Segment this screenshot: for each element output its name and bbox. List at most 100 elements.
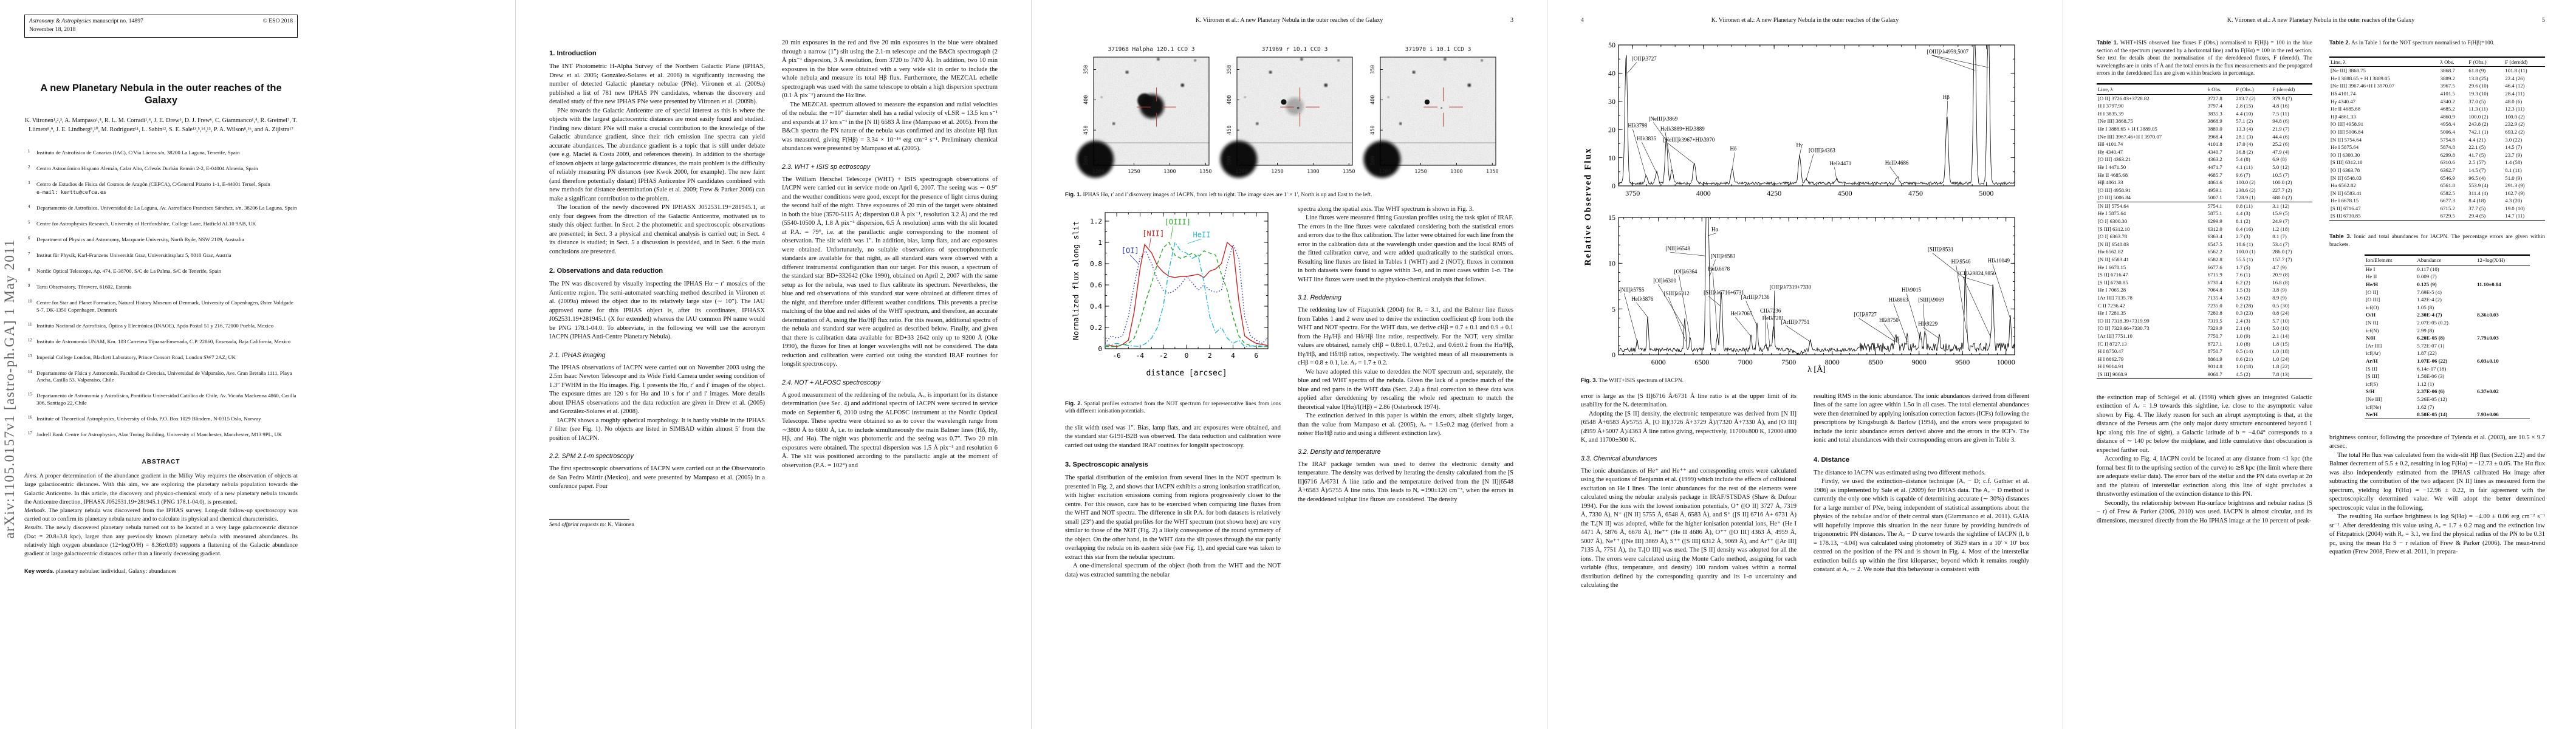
svg-text:HeII: HeII [1193,230,1210,239]
line-label: [NII]λ5755 [1619,287,1644,293]
copyright-note: © ESO 2018 [262,18,293,24]
affiliation-email: e-mail: kerttu@cefca.es [36,189,106,196]
affiliation-item: 15 Departamento de Astronomía y Astrofísi… [28,392,298,406]
text-block: The William Herschel Telescope (WHT) + I… [782,176,998,368]
svg-text:6000: 6000 [1651,358,1666,366]
line-label: [NII]λ6548 [1665,245,1690,252]
table-row: Hδ 4101.74 4101.8 17.0 (4) 25.2 (6) [2098,141,2290,148]
fig3-caption: Fig. 3. The WHT+ISIS spectrum of IACPN. [1581,377,1684,384]
svg-text:1300: 1300 [1450,169,1462,175]
affiliation-number: 4 [28,205,30,210]
table-header-cell: 12+log(X/H) [2476,254,2530,265]
table-row: He I 0.117 (10) [2366,265,2439,272]
table-row: [S II] 6716.47 6715.2 37.7 (5) 19.0 (10) [2331,205,2525,211]
affiliation-text: Institut für Physik, Karl-Franzens Unive… [36,252,231,259]
page-number: 4 [1581,17,1584,24]
text-block: According to Fig. 4, IACPN could be loca… [2097,456,2312,498]
svg-text:500: 500 [1083,156,1089,165]
footnote-label: Send offprint requests to: [549,521,606,528]
svg-text:0.2: 0.2 [1090,323,1102,331]
line-label: HeIλ7065 [1730,310,1752,317]
affiliation-number: 1 [28,149,30,154]
table-row: S/H 2.37E-06 (6) 6.37±0.02 [2366,388,2499,395]
affiliation-number: 7 [28,252,30,257]
table-row: He I 3888.65 + H I 3889.05 3889.2 13.8 (25… [2331,75,2525,81]
line-label: HeIλ5876 [1631,296,1653,302]
svg-text:5000: 5000 [1979,189,1993,197]
text-block: 3.1. Reddening [1298,294,1341,302]
page5-body: Table 1. WHT+ISIS observed line fluxes F… [2097,39,2545,724]
text-block: The total Hα flux was calculated from th… [2329,451,2545,512]
affiliation-text: Tartu Observatory, Tõravere, 61602, Esto… [36,284,132,290]
manuscript-number: manuscript no. 14897 [92,18,143,24]
author-list: K. Viironen¹,²,³, A. Mampaso¹,⁴, R. L. M… [24,116,298,135]
table-row: C II 7236.42 7235.0 0.2 (28) 0.5 (30) [2098,302,2290,309]
text-block: brightness contour, following the proced… [2329,434,2545,450]
svg-text:1200: 1200 [1379,169,1391,175]
table-row: [Ne III] 3868.75 3868.7 61.8 (9) 101.8 (11) [2331,67,2527,74]
affiliation-item: 4 Departamento de Astrofísica, Universida… [28,205,298,212]
table-row: [S II] 6716.47 6715.9 7.6 (1) 20.9 (8) [2098,272,2290,278]
abstract-label: Aims. [24,473,38,480]
page4-column-2: resulting RMS in the ionic abundance. Th… [1814,392,2029,575]
text-block: The IRAF package temden was used to deri… [1298,460,1513,503]
line-label: HeIλ3889+HIλ3889 [1660,126,1705,132]
fig2-xlabel: distance [arcsec] [1146,369,1227,378]
line-label: HIλ3835 [1637,135,1656,142]
abstract: Aims. A proper determination of the abun… [24,472,298,558]
svg-text:3750: 3750 [1625,189,1640,197]
table-row: [S II] 6730.85 6729.5 29.4 (5) 14.7 (11) [2329,212,2545,221]
svg-text:9000: 9000 [1912,358,1927,366]
page5-col2-flow: brightness contour, following the proced… [2329,434,2545,557]
manuscript-header-box: Astronomy & Astrophysics manuscript no. … [24,15,298,38]
table-row: [S III] 6312.10 6310.6 2.5 (57) 1.4 (58) [2331,159,2523,166]
crosshair-marker [1280,87,1320,127]
line-label: Hβ [1943,94,1950,100]
manuscript-header-left: Astronomy & Astrophysics manuscript no. … [29,17,143,34]
svg-text:1: 1 [1098,238,1102,246]
text-block: IACPN shows a roughly spherical morpholo… [549,417,765,442]
text-block: The reddening law of Fitzpatrick (2004) … [1298,307,1513,367]
svg-text:8000: 8000 [1825,358,1840,366]
affiliation-item: 8 Nordic Optical Telescope, Ap. 474, E-38… [28,268,298,275]
affiliation-item: 1 Instituto de Astrofísica de Canarias (I… [28,149,298,157]
page3-body: 371968 Halpha 120.1 CCD 3 350 400 450 500 120… [1065,39,1513,724]
spectrum-trace-panel2 [1618,217,2015,355]
affiliation-item: 11 Instituto Nacional de Astrofísica, Ópt… [28,323,298,330]
profile-series-[NII] [1105,241,1268,347]
svg-text:1350: 1350 [1199,169,1211,175]
table-row: [O I] 6363.78 6363.4 2.7 (3) 8.1 (7) [2098,233,2287,240]
svg-text:4500: 4500 [1838,189,1852,197]
table-row: Hγ 4340.47 4340.2 37.0 (5) 48.0 (6) [2331,98,2523,104]
svg-text:350: 350 [1227,65,1233,74]
profile-series-HeII [1105,241,1268,347]
line-label: HIλ10049 [1988,258,2010,264]
svg-text:500: 500 [1227,156,1233,165]
table-header-cell: Line, λ [2097,83,2207,95]
svg-text:6: 6 [1254,352,1258,360]
svg-text:6500: 6500 [1694,358,1709,366]
abstract-text: The planetary nebula was discovered from… [24,507,298,523]
line-label: [NeIII]λ3869 [1648,115,1677,122]
text-block: The MEZCAL spectrum allowed to measure t… [782,101,998,152]
svg-text:1350: 1350 [1343,169,1355,175]
text-block: The INT Photometric H-Alpha Survey of th… [549,63,765,105]
page5-column-2: Table 2. As in Table 1 for the NOT spect… [2329,39,2545,557]
abstract-text: A proper determination of the abundance … [24,473,298,505]
affiliation-number: 11 [28,322,32,327]
table-row: [N II] 6548.03 6546.9 96.5 (4) 51.0 (9) [2331,174,2523,181]
svg-text:1200: 1200 [1092,169,1104,175]
svg-text:2: 2 [1207,352,1211,360]
affiliation-text: Centre for Star and Planet Formation, Na… [36,299,293,313]
svg-text:1300: 1300 [1307,169,1319,175]
line-label: [CI]λ8727 [1854,312,1877,318]
line-label: HIλ9546 [1951,258,1971,264]
abstract-paragraph: Methods. The planetary nebula was discov… [24,507,298,524]
svg-text:50: 50 [1608,41,1615,49]
abstract-paragraph: Results. The newly discovered planetary … [24,524,298,558]
line-label: HIλ3798 [1628,122,1647,128]
svg-text:0: 0 [1098,344,1102,352]
ccd-panel-title: 371970 i 10.1 CCD 3 [1405,46,1471,53]
table-row: [N II] 6548.03 6547.5 18.6 (1) 53.4 (7) [2098,241,2290,247]
text-block: PNe towards the Galactic Anticentre are … [549,107,765,202]
